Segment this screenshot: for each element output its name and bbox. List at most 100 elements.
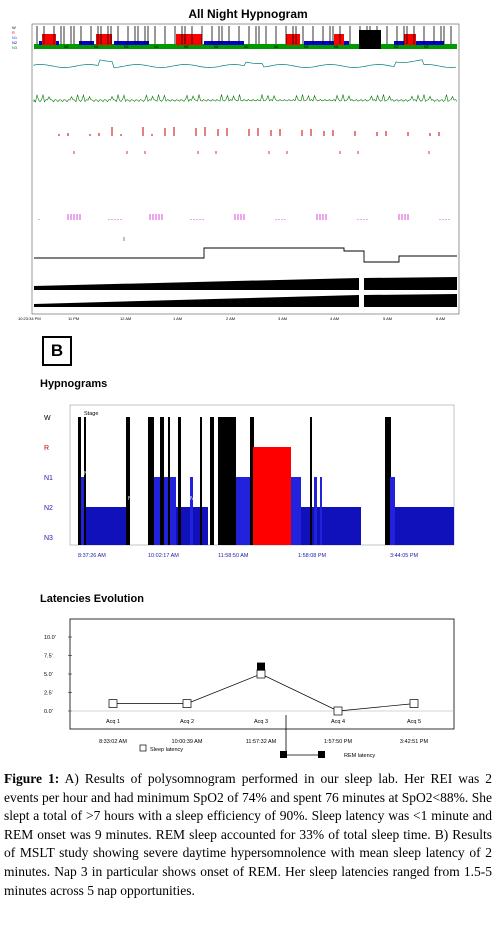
hypno-annotation: N2 bbox=[347, 496, 354, 502]
hypno-bar-n1 bbox=[190, 477, 193, 545]
latencies-evolution-title: Latencies Evolution bbox=[40, 593, 144, 605]
stage-label-r: R bbox=[12, 30, 15, 35]
segment-label-n2: N2 bbox=[364, 45, 369, 49]
time-tick-label: 11 PM bbox=[68, 316, 79, 321]
stage-label-n3: N3 bbox=[12, 45, 18, 50]
segment-label-n2: N2 bbox=[334, 45, 339, 49]
acq-time-label: 11:57:32 AM bbox=[246, 739, 277, 745]
all-night-hypnogram-title: All Night Hypnogram bbox=[188, 7, 307, 21]
acq-label: Acq 2 bbox=[180, 719, 194, 725]
hypno-bar-n1 bbox=[314, 477, 317, 545]
legend-rem-marker-1 bbox=[280, 751, 287, 758]
hypno-bar-wake bbox=[218, 417, 236, 545]
mslt-hypnogram-chart: W R N1 N2 N3 Stage W R N1 N2 N2 N2 N1 N2 N2 8:37:26 A… bbox=[40, 395, 460, 575]
hypno-stage-label-r: R bbox=[44, 445, 49, 452]
hypno-annotation: N2 bbox=[100, 496, 107, 502]
rem-block bbox=[42, 34, 56, 45]
latency-y-tick: 7.5' bbox=[44, 654, 53, 660]
segment-label-n2: N2 bbox=[154, 45, 159, 49]
figure-caption: Figure 1: A) Results of polysomnogram pe… bbox=[4, 770, 492, 900]
hypno-stage-label-n2: N2 bbox=[44, 505, 53, 512]
n2-segment bbox=[79, 41, 94, 45]
hypno-annotation: N2 bbox=[190, 496, 197, 502]
latency-y-tick: 5.0' bbox=[44, 672, 53, 678]
position-step-line bbox=[34, 247, 457, 263]
nap-start-time: 10:02:17 AM bbox=[148, 553, 179, 559]
panel-b-label: B bbox=[42, 336, 72, 366]
cpap-wedge-1 bbox=[34, 278, 359, 290]
segment-label-n2: N2 bbox=[94, 45, 99, 49]
sleep-latency-line bbox=[113, 673, 415, 712]
segment-label-n2: N2 bbox=[214, 45, 219, 49]
n2-segment bbox=[204, 41, 244, 45]
time-tick-label: 4 AM bbox=[330, 316, 339, 321]
hypno-stage-label-w: W bbox=[44, 415, 51, 422]
panel-a-frame bbox=[31, 23, 460, 315]
segment-label-n2: N2 bbox=[244, 45, 249, 49]
acq-label: Acq 5 bbox=[407, 719, 421, 725]
hypno-bar-n1 bbox=[390, 477, 395, 545]
legend-sleep-latency-label: Sleep latency bbox=[150, 747, 183, 753]
latency-y-tick: 10.0' bbox=[44, 635, 56, 641]
rem-block bbox=[176, 34, 202, 45]
sleep-latency-point bbox=[108, 699, 118, 708]
nap-start-time: 3:44:05 PM bbox=[390, 553, 419, 559]
hypno-bar-wake bbox=[126, 417, 130, 545]
latencies-evolution-chart: 10.0' 7.5' 5.0' 2.5' 0.0' Acq 1 Acq 2 Acq 3 Acq… bbox=[40, 611, 460, 761]
hypno-annotation: R bbox=[270, 441, 274, 447]
hypnograms-title: Hypnograms bbox=[40, 378, 108, 390]
segment-label-n2: N2 bbox=[64, 45, 69, 49]
time-tick-label: 1 AM bbox=[173, 316, 182, 321]
legend-rem-latency-label: REM latency bbox=[344, 753, 375, 759]
latency-y-tick: 0.0' bbox=[44, 709, 53, 715]
hypno-annotation: W bbox=[220, 412, 226, 418]
nap-start-time: 11:58:50 AM bbox=[218, 553, 249, 559]
hypno-bar-wake bbox=[168, 417, 170, 545]
hypno-annotation: N2 bbox=[418, 496, 425, 502]
nap-start-time: 8:37:26 AM bbox=[78, 553, 106, 559]
legend-sleep-latency-marker bbox=[139, 744, 147, 752]
rem-block bbox=[334, 34, 344, 45]
hypno-bar-wake bbox=[78, 417, 81, 545]
cpap-wedge-1b bbox=[364, 277, 457, 290]
cpap-wedge-2b bbox=[364, 294, 457, 307]
hypno-stage-label-n1: N1 bbox=[44, 475, 53, 482]
hypno-bar-wake bbox=[385, 417, 391, 545]
segment-label-n2: N2 bbox=[274, 45, 279, 49]
hypno-annotation: N1 bbox=[237, 471, 244, 477]
panel-a-all-night-hypnogram: All Night Hypnogram W R N1 N2 N3 N2 N2 N2 N2 N2 N2… bbox=[4, 4, 460, 324]
rem-block bbox=[96, 34, 112, 45]
hypno-bar-n2 bbox=[390, 507, 454, 545]
nap-start-time: 1:58:08 PM bbox=[298, 553, 327, 559]
acq-label: Acq 3 bbox=[254, 719, 268, 725]
acq-time-label: 10:00:39 AM bbox=[172, 739, 203, 745]
sleep-latency-point bbox=[409, 699, 419, 708]
hypno-bar-wake bbox=[200, 417, 202, 545]
time-tick-label: 6 AM bbox=[436, 316, 445, 321]
acq-time-label: 8:33:02 AM bbox=[99, 739, 127, 745]
sleep-latency-point bbox=[256, 669, 266, 679]
heart-rate-trace bbox=[33, 93, 458, 103]
segment-label-n2: N2 bbox=[424, 45, 429, 49]
acq-label: Acq 4 bbox=[331, 719, 345, 725]
hypno-bar-wake bbox=[160, 417, 164, 545]
legend-rem-marker-2 bbox=[318, 751, 325, 758]
hypno-bar-wake bbox=[178, 417, 181, 545]
latency-y-tick: 2.5' bbox=[44, 691, 53, 697]
time-tick-label: 5 AM bbox=[383, 316, 392, 321]
hypno-bar-n1 bbox=[320, 477, 322, 545]
hypno-bar-rem bbox=[253, 447, 291, 545]
acq-time-label: 1:57:50 PM bbox=[324, 739, 353, 745]
hypno-bar-wake bbox=[250, 417, 254, 545]
segment-label-n2: N2 bbox=[124, 45, 129, 49]
sleep-latency-point bbox=[182, 699, 192, 708]
n2-segment bbox=[304, 41, 349, 45]
rem-latency-bracket bbox=[285, 715, 320, 756]
stage-label-n1: N1 bbox=[12, 35, 18, 40]
hypno-bar-wake bbox=[210, 417, 214, 545]
hypno-bar-n1 bbox=[291, 477, 301, 545]
time-tick-label: 12 AM bbox=[120, 316, 131, 321]
hypno-annotation: N2 bbox=[128, 496, 135, 502]
acq-label: Acq 1 bbox=[106, 719, 120, 725]
